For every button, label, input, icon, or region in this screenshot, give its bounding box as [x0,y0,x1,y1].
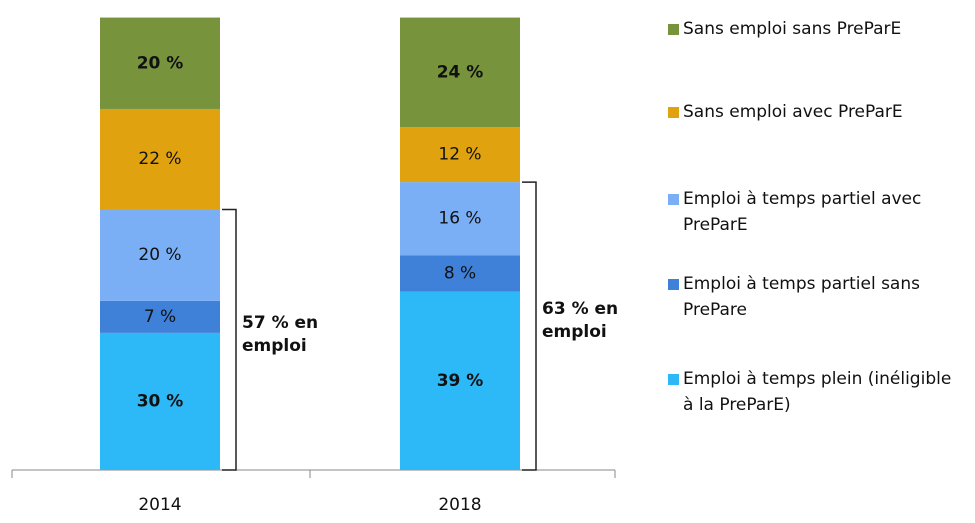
legend-label: Sans emploi sans PreParE [683,19,902,39]
legend-swatch [668,374,679,385]
legend-swatch [668,194,679,205]
value-label: 7 % [144,307,176,327]
value-label: 12 % [438,145,481,165]
legend-label: Emploi à temps plein (inéligible à la Pr… [683,369,952,416]
bracket [222,208,237,471]
legend-label: Emploi à temps partiel avec PreParE [683,189,922,236]
value-label: 20 % [137,53,184,73]
bar-segment [400,182,520,256]
bar-segment [100,17,220,109]
value-label: 16 % [438,209,481,229]
legend-box: Emploi à temps partiel sans PrePare [683,274,920,321]
legend-box: Emploi à temps partiel avec PreParE [683,189,922,236]
bar-segment [400,255,520,292]
annotation-box: 63 % en emploi [542,299,619,342]
legend-box: Emploi à temps plein (inéligible à la Pr… [683,369,952,416]
x-tick-label: 2014 [138,495,181,515]
annotation-box: 57 % en emploi [242,312,319,356]
legend-swatch [668,24,679,35]
annotation: 57 % en emploi [242,312,319,356]
bar-segment [400,291,520,470]
legend-box: Sans emploi avec PreParE [683,102,903,122]
annotation: 63 % en emploi [542,299,619,342]
legend-label: Sans emploi avec PreParE [683,102,903,122]
value-label: 20 % [138,245,181,265]
value-label: 8 % [444,263,476,283]
x-tick-label: 2018 [438,495,481,515]
value-label: 30 % [137,391,184,411]
legend-box: Sans emploi sans PreParE [683,19,902,39]
bar-segment [400,17,520,128]
bar-segment [100,332,220,470]
value-label: 24 % [437,62,484,82]
bar-segment [100,209,220,301]
legend-label: Emploi à temps partiel sans PrePare [683,274,920,321]
bracket [522,181,537,471]
legend-swatch [668,107,679,118]
bar-segment [100,300,220,333]
value-label: 22 % [138,149,181,169]
legend-swatch [668,279,679,290]
bar-segment [400,127,520,183]
bar-segment [100,108,220,210]
value-label: 39 % [437,371,484,391]
